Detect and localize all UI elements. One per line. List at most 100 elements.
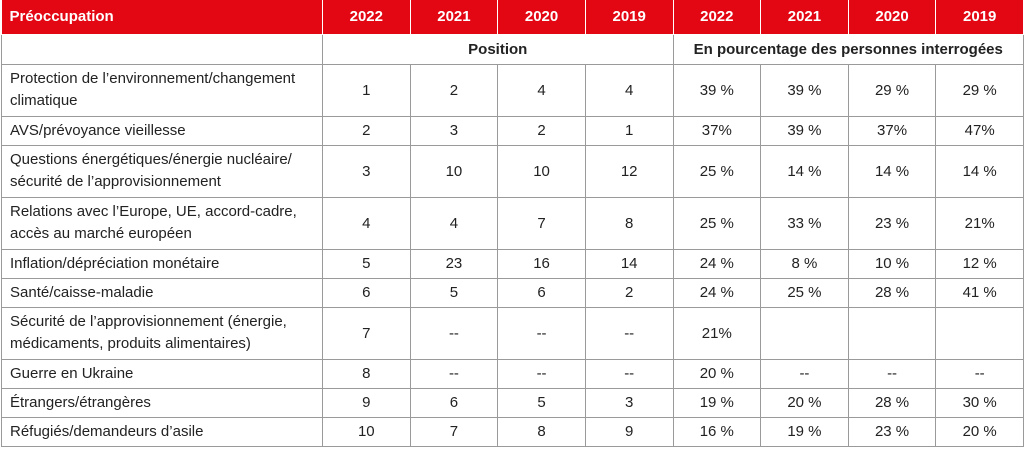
column-header-position-2022: 2022 (322, 0, 411, 35)
percent-cell: 39 % (760, 63, 849, 117)
percent-cell: 10 % (847, 248, 937, 279)
rank-cell: 8 (322, 358, 411, 389)
column-header-percent-2020: 2020 (847, 0, 937, 35)
rank-cell: 8 (497, 416, 586, 447)
rank-cell: 23 (409, 248, 499, 279)
percent-cell: 14 % (847, 144, 937, 198)
table-row: Questions énergétiques/énergie nucléaire… (1, 144, 1024, 198)
rank-cell: 4 (409, 196, 499, 250)
rank-cell: 16 (497, 248, 586, 279)
column-header-percent-2022: 2022 (672, 0, 762, 35)
rank-cell: 5 (497, 387, 586, 418)
percent-cell: 24 % (672, 248, 762, 279)
rank-cell: -- (497, 358, 586, 389)
percent-cell: 37% (847, 115, 937, 146)
percent-cell: 47% (935, 115, 1024, 146)
subheader-row: Position En pourcentage des personnes in… (1, 33, 1024, 65)
column-header-position-2021: 2021 (409, 0, 499, 35)
percent-cell: 23 % (847, 416, 937, 447)
rank-cell: 14 (584, 248, 674, 279)
subheader-empty-cell (1, 33, 323, 65)
percent-cell (847, 306, 937, 360)
percent-cell: 28 % (847, 387, 937, 418)
rank-cell: -- (584, 358, 674, 389)
percent-cell: 24 % (672, 277, 762, 308)
rank-cell: 3 (322, 144, 411, 198)
percent-cell: 25 % (760, 277, 849, 308)
percent-cell: -- (760, 358, 849, 389)
percent-cell (760, 306, 849, 360)
percent-cell: 8 % (760, 248, 849, 279)
table-row: Protection de l’environnement/changement… (1, 63, 1024, 117)
table-body: Protection de l’environnement/changement… (1, 63, 1024, 447)
rank-cell: 2 (497, 115, 586, 146)
rank-cell: 6 (409, 387, 499, 418)
percent-cell: 29 % (847, 63, 937, 117)
rank-cell: 7 (409, 416, 499, 447)
column-header-percent-2021: 2021 (760, 0, 849, 35)
percent-cell: 25 % (672, 196, 762, 250)
concern-label: Relations avec l’Europe, UE, accord-cadr… (1, 196, 323, 250)
percent-cell: 19 % (672, 387, 762, 418)
table-row: Inflation/dépréciation monétaire 5 23 16 14 2… (1, 248, 1024, 279)
concern-label: Étrangers/étrangères (1, 387, 323, 418)
concern-label: Sécurité de l’approvisionnement (énergie… (1, 306, 323, 360)
rank-cell: 1 (322, 63, 411, 117)
subheader-percentage: En pourcentage des personnes interrogées (672, 33, 1024, 65)
concern-label: Inflation/dépréciation monétaire (1, 248, 323, 279)
rank-cell: -- (497, 306, 586, 360)
column-header-position-2020: 2020 (497, 0, 586, 35)
rank-cell: 2 (409, 63, 499, 117)
rank-cell: 10 (409, 144, 499, 198)
percent-cell: 28 % (847, 277, 937, 308)
percent-cell: 16 % (672, 416, 762, 447)
rank-cell: 7 (497, 196, 586, 250)
rank-cell: 2 (322, 115, 411, 146)
concern-label: AVS/prévoyance vieillesse (1, 115, 323, 146)
table-row: Santé/caisse-maladie 6 5 6 2 24 % 25 % 28 % 41 % (1, 277, 1024, 308)
rank-cell: 6 (497, 277, 586, 308)
rank-cell: 4 (322, 196, 411, 250)
rank-cell: 12 (584, 144, 674, 198)
rank-cell: -- (409, 358, 499, 389)
column-header-percent-2019: 2019 (935, 0, 1024, 35)
rank-cell: -- (409, 306, 499, 360)
table-row: Sécurité de l’approvisionnement (énergie… (1, 306, 1024, 360)
rank-cell: 5 (409, 277, 499, 308)
rank-cell: 8 (584, 196, 674, 250)
rank-cell: 2 (584, 277, 674, 308)
rank-cell: 10 (322, 416, 411, 447)
concern-label: Questions énergétiques/énergie nucléaire… (1, 144, 323, 198)
table-row: Guerre en Ukraine 8 -- -- -- 20 % -- -- -- (1, 358, 1024, 389)
percent-cell: 39 % (760, 115, 849, 146)
table-row: AVS/prévoyance vieillesse 2 3 2 1 37% 39 % 37% 4… (1, 115, 1024, 146)
percent-cell: 12 % (935, 248, 1024, 279)
percent-cell: 39 % (672, 63, 762, 117)
percent-cell: 37% (672, 115, 762, 146)
percent-cell: 33 % (760, 196, 849, 250)
percent-cell: 19 % (760, 416, 849, 447)
percent-cell: -- (847, 358, 937, 389)
rank-cell: 3 (409, 115, 499, 146)
percent-cell: 41 % (935, 277, 1024, 308)
concern-label: Santé/caisse-maladie (1, 277, 323, 308)
percent-cell: 21% (935, 196, 1024, 250)
rank-cell: 9 (322, 387, 411, 418)
rank-cell: 3 (584, 387, 674, 418)
rank-cell: 1 (584, 115, 674, 146)
concerns-table: Préoccupation 2022 2021 2020 2019 2022 2… (1, 0, 1024, 447)
percent-cell (935, 306, 1024, 360)
percent-cell: 20 % (935, 416, 1024, 447)
percent-cell: -- (935, 358, 1024, 389)
table-row: Étrangers/étrangères 9 6 5 3 19 % 20 % 28 % 30 % (1, 387, 1024, 418)
concern-label: Protection de l’environnement/changement… (1, 63, 323, 117)
percent-cell: 14 % (935, 144, 1024, 198)
percent-cell: 14 % (760, 144, 849, 198)
rank-cell: 4 (584, 63, 674, 117)
header-row: Préoccupation 2022 2021 2020 2019 2022 2… (1, 0, 1024, 35)
table-row: Réfugiés/demandeurs d’asile 10 7 8 9 16 % 19 %… (1, 416, 1024, 447)
rank-cell: 4 (497, 63, 586, 117)
table-row: Relations avec l’Europe, UE, accord-cadr… (1, 196, 1024, 250)
concern-label: Réfugiés/demandeurs d’asile (1, 416, 323, 447)
column-header-concern: Préoccupation (1, 0, 323, 35)
